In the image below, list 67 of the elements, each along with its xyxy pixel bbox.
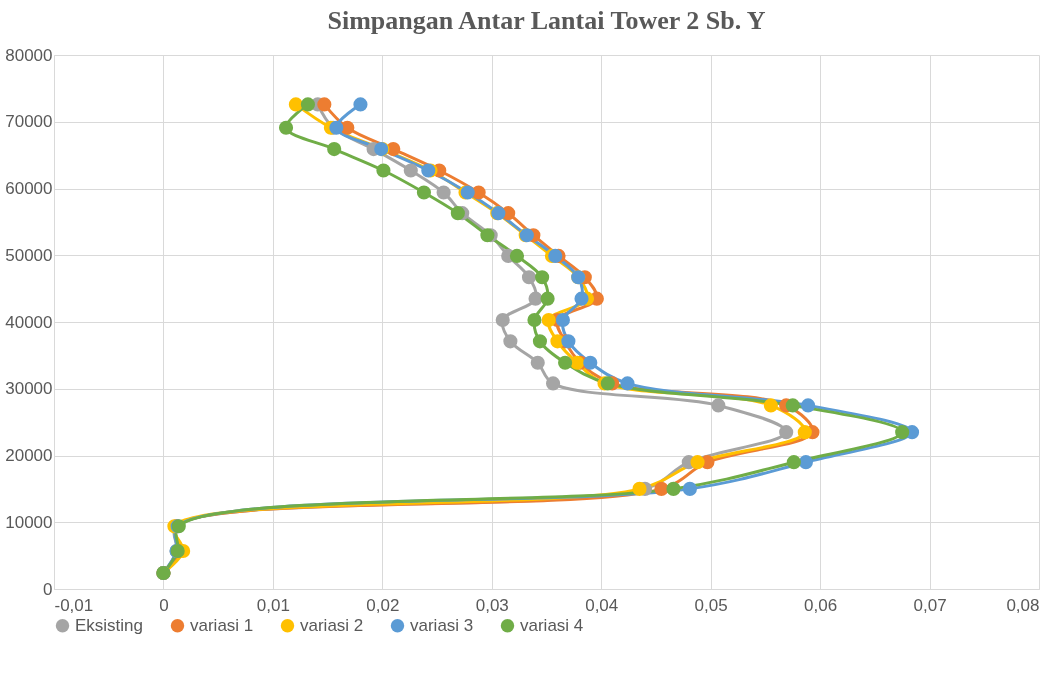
legend-label: variasi 4 [520,615,584,635]
point [450,206,465,221]
x-tick-label: -0,01 [54,595,94,615]
point [403,163,418,178]
point [801,398,816,413]
point [540,291,555,306]
point [532,334,547,349]
point [654,481,669,496]
y-tick-label: 40000 [5,312,53,332]
point [509,248,525,263]
point [555,312,570,328]
x-tick-label: 0,07 [913,595,947,615]
point [690,455,705,470]
x-tick-label: 0 [159,595,169,615]
legend-label: variasi 1 [190,615,254,635]
legend-label: variasi 3 [410,615,474,635]
y-tick-label: 80000 [5,45,53,65]
point [527,312,542,328]
point [895,425,910,440]
y-tick-label: 0 [43,579,53,599]
point [521,270,537,285]
point [786,455,801,470]
point [436,185,451,200]
point [785,398,800,413]
x-tick-label: 0,03 [475,595,509,615]
point [353,97,368,112]
y-tick-label: 50000 [5,245,53,265]
x-tick-label: 0,06 [804,595,838,615]
point [528,291,543,306]
point [317,97,332,112]
point [300,97,315,112]
point [376,163,391,178]
point [503,334,518,349]
point [278,120,294,135]
y-tick-label: 10000 [5,512,53,532]
x-tick-label: 0,05 [694,595,728,615]
point [682,481,697,496]
y-tick-label: 30000 [5,379,53,399]
legend-label: Eksisting [75,615,144,635]
point [546,376,561,391]
point [779,425,794,440]
legend-label: variasi 2 [300,615,364,635]
x-tick-label: 0,08 [1006,595,1040,615]
point [288,97,303,112]
point [620,376,635,391]
y-tick-label: 60000 [5,179,53,198]
y-tick-label: 70000 [5,112,53,132]
point [763,398,778,413]
point [541,312,556,328]
y-tick-label: 20000 [5,446,53,465]
point [416,185,431,200]
point [666,481,681,496]
x-tick-label: 0,04 [585,595,619,615]
point [798,455,813,470]
x-tick-label: 0,01 [256,595,290,615]
x-tick-label: 0,02 [366,595,400,615]
point [327,142,342,157]
point [711,398,726,413]
chart-title: Simpangan Antar Lantai Tower 2 Sb. Y [327,6,766,35]
point [495,312,510,328]
point [535,270,550,285]
point [574,291,589,306]
point [797,425,812,440]
point [632,481,647,496]
point [583,355,598,370]
point [530,355,545,370]
point [558,355,573,370]
